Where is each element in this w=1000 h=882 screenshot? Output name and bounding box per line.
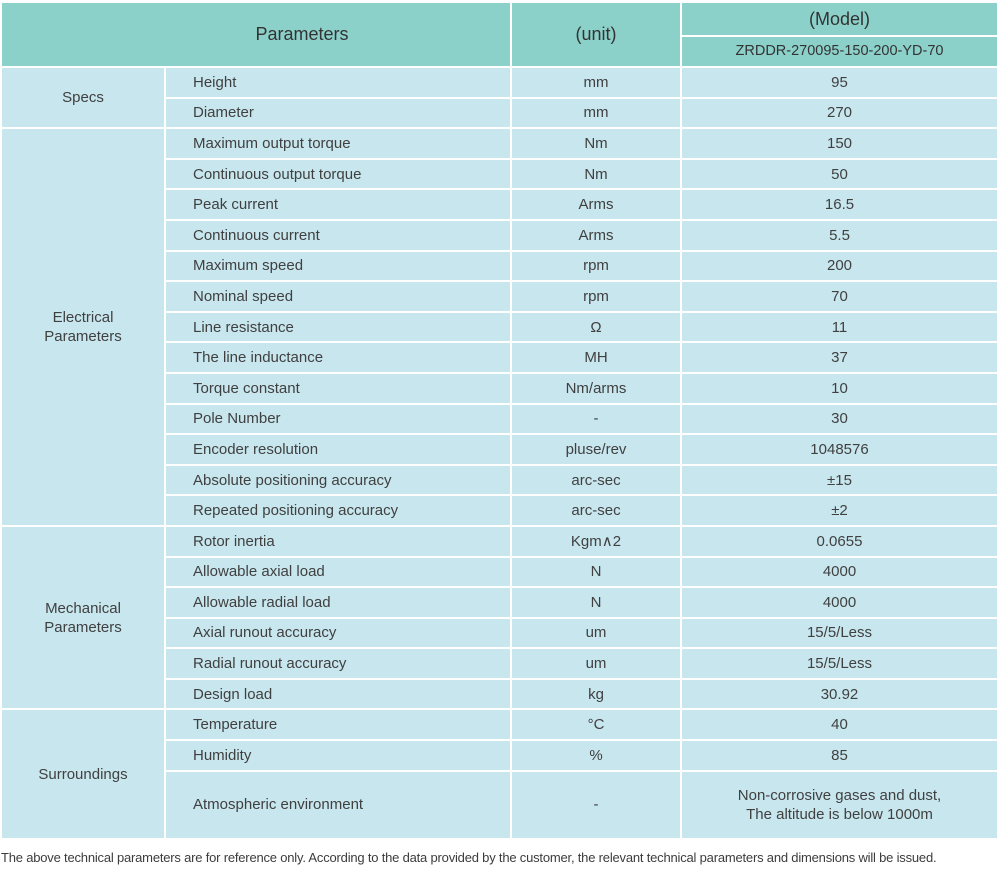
- unit-cell: Nm: [512, 159, 680, 189]
- param-cell: Encoder resolution: [166, 435, 510, 464]
- param-cell: Continuous output torque: [166, 159, 510, 189]
- group-cell: Electrical Parameters: [2, 129, 164, 525]
- param-cell: Line resistance: [166, 312, 510, 342]
- value-cell: Non-corrosive gases and dust, The altitu…: [682, 771, 997, 838]
- group-cell: Surroundings: [2, 710, 164, 838]
- unit-cell: pluse/rev: [512, 435, 680, 464]
- param-cell: Humidity: [166, 741, 510, 770]
- param-cell: Repeated positioning accuracy: [166, 496, 510, 525]
- value-cell: 270: [682, 98, 997, 128]
- value-cell: 4000: [682, 557, 997, 587]
- unit-cell: Nm/arms: [512, 373, 680, 403]
- unit-cell: Nm: [512, 129, 680, 158]
- value-cell: 70: [682, 282, 997, 311]
- value-cell: 40: [682, 710, 997, 740]
- param-cell: Maximum speed: [166, 251, 510, 281]
- param-cell: Nominal speed: [166, 282, 510, 311]
- value-cell: 16.5: [682, 190, 997, 219]
- param-cell: Allowable axial load: [166, 557, 510, 587]
- param-cell: Allowable radial load: [166, 588, 510, 617]
- value-cell: 0.0655: [682, 526, 997, 556]
- column-header-unit: (unit): [512, 3, 680, 66]
- param-cell: Diameter: [166, 98, 510, 128]
- column-header-parameters: Parameters: [2, 3, 510, 66]
- value-cell: 30: [682, 404, 997, 434]
- param-cell: Continuous current: [166, 220, 510, 250]
- unit-cell: MH: [512, 343, 680, 372]
- param-cell: Pole Number: [166, 404, 510, 434]
- value-cell: 95: [682, 68, 997, 97]
- unit-cell: arc-sec: [512, 465, 680, 495]
- param-cell: Axial runout accuracy: [166, 618, 510, 648]
- param-cell: Peak current: [166, 190, 510, 219]
- param-cell: Torque constant: [166, 373, 510, 403]
- value-cell: 4000: [682, 588, 997, 617]
- value-cell: 15/5/Less: [682, 649, 997, 678]
- unit-cell: kg: [512, 679, 680, 709]
- unit-cell: Ω: [512, 312, 680, 342]
- unit-cell: rpm: [512, 282, 680, 311]
- group-cell: Mechanical Parameters: [2, 526, 164, 709]
- model-number: ZRDDR-270095-150-200-YD-70: [682, 37, 997, 66]
- unit-cell: N: [512, 557, 680, 587]
- unit-cell: °C: [512, 710, 680, 740]
- unit-cell: mm: [512, 98, 680, 128]
- value-cell: 150: [682, 129, 997, 158]
- value-cell: 30.92: [682, 679, 997, 709]
- param-cell: Radial runout accuracy: [166, 649, 510, 678]
- unit-cell: -: [512, 771, 680, 838]
- column-header-model: (Model): [682, 3, 997, 35]
- param-cell: The line inductance: [166, 343, 510, 372]
- unit-cell: mm: [512, 68, 680, 97]
- unit-cell: arc-sec: [512, 496, 680, 525]
- spec-table: Parameters (unit) (Model) ZRDDR-270095-1…: [2, 3, 997, 838]
- value-cell: 50: [682, 159, 997, 189]
- value-cell: 11: [682, 312, 997, 342]
- unit-cell: rpm: [512, 251, 680, 281]
- value-cell: ±15: [682, 465, 997, 495]
- param-cell: Atmospheric environment: [166, 771, 510, 838]
- value-cell: 5.5: [682, 220, 997, 250]
- group-cell: Specs: [2, 68, 164, 128]
- value-cell: 85: [682, 741, 997, 770]
- param-cell: Temperature: [166, 710, 510, 740]
- param-cell: Rotor inertia: [166, 526, 510, 556]
- unit-cell: Arms: [512, 220, 680, 250]
- param-cell: Design load: [166, 679, 510, 709]
- param-cell: Height: [166, 68, 510, 97]
- value-cell: 200: [682, 251, 997, 281]
- unit-cell: %: [512, 741, 680, 770]
- value-cell: 1048576: [682, 435, 997, 464]
- param-cell: Absolute positioning accuracy: [166, 465, 510, 495]
- value-cell: 37: [682, 343, 997, 372]
- unit-cell: N: [512, 588, 680, 617]
- footnote: The above technical parameters are for r…: [1, 849, 937, 865]
- unit-cell: Kgm∧2: [512, 526, 680, 556]
- value-cell: ±2: [682, 496, 997, 525]
- unit-cell: -: [512, 404, 680, 434]
- unit-cell: um: [512, 649, 680, 678]
- unit-cell: Arms: [512, 190, 680, 219]
- param-cell: Maximum output torque: [166, 129, 510, 158]
- value-cell: 10: [682, 373, 997, 403]
- value-cell: 15/5/Less: [682, 618, 997, 648]
- unit-cell: um: [512, 618, 680, 648]
